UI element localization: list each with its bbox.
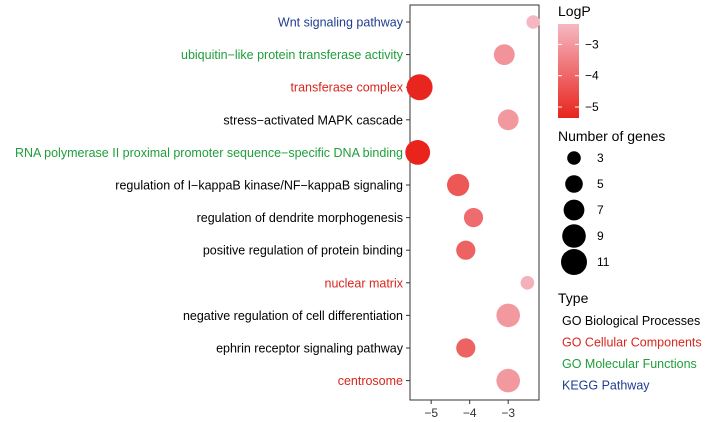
data-point: [497, 109, 519, 131]
category-label: stress−activated MAPK cascade: [223, 113, 403, 127]
type-legend-title: Type: [558, 290, 589, 306]
size-legend: Number of genes 3 5 7 9 11: [558, 128, 665, 275]
x-tick-label: −3: [501, 406, 515, 420]
data-point: [456, 338, 476, 358]
size-legend-label: 5: [597, 177, 604, 191]
category-labels: Wnt signaling pathway ubiquitin−like prot…: [15, 16, 404, 389]
category-label: ephrin receptor signaling pathway: [216, 342, 404, 356]
type-legend-entry: GO Cellular Components: [562, 336, 702, 350]
category-label: Wnt signaling pathway: [278, 16, 404, 30]
data-points: [405, 15, 540, 393]
size-legend-dot: [563, 199, 585, 221]
plot-panel: [409, 4, 540, 401]
category-label: centrosome: [338, 374, 403, 388]
type-legend-entry: GO Biological Processes: [562, 314, 700, 328]
category-label: regulation of dendrite morphogenesis: [197, 211, 403, 225]
data-point: [493, 44, 515, 65]
colorbar-tick-label: −5: [585, 100, 599, 114]
size-legend-title: Number of genes: [558, 128, 665, 144]
data-point: [406, 74, 433, 101]
size-legend-dot: [561, 249, 587, 275]
size-legend-dot: [565, 175, 583, 193]
data-point: [463, 208, 484, 228]
x-tick-label: −5: [424, 406, 438, 420]
category-label: nuclear matrix: [325, 276, 404, 290]
size-legend-dot: [562, 224, 586, 248]
data-point: [496, 368, 520, 393]
size-legend-label: 9: [597, 229, 604, 243]
category-label: regulation of I−kappaB kinase/NF−kappaB …: [115, 179, 403, 193]
category-label: RNA polymerase II proximal promoter sequ…: [15, 146, 403, 160]
category-label: positive regulation of protein binding: [203, 244, 403, 258]
data-point: [520, 276, 535, 290]
logp-legend-title: LogP: [558, 3, 591, 19]
colorbar-tick-label: −4: [585, 69, 599, 83]
y-axis-ticks: [406, 21, 410, 382]
size-legend-label: 11: [597, 255, 610, 269]
category-label: transferase complex: [290, 81, 403, 95]
data-point: [405, 140, 431, 165]
logp-legend: LogP −3 −4 −5: [558, 3, 599, 118]
data-point: [456, 240, 476, 260]
logp-colorbar-ticks: −3 −4 −5: [558, 37, 599, 114]
category-label: negative regulation of cell differentiat…: [183, 309, 403, 323]
type-legend-entry: GO Molecular Functions: [562, 357, 697, 371]
x-axis: −5 −4 −3: [424, 400, 515, 420]
colorbar-tick-label: −3: [585, 37, 599, 51]
type-legend-entry: KEGG Pathway: [562, 379, 650, 393]
category-label: ubiquitin−like protein transferase activ…: [181, 48, 404, 62]
size-legend-label: 3: [597, 151, 604, 165]
size-legend-label: 7: [597, 203, 604, 217]
data-point: [526, 15, 540, 29]
data-point: [447, 173, 470, 197]
data-point: [496, 303, 520, 328]
x-tick-label: −4: [463, 406, 477, 420]
size-legend-dot: [567, 151, 581, 165]
type-legend: Type GO Biological Processes GO Cellular …: [558, 290, 702, 393]
logp-colorbar: [558, 24, 579, 118]
